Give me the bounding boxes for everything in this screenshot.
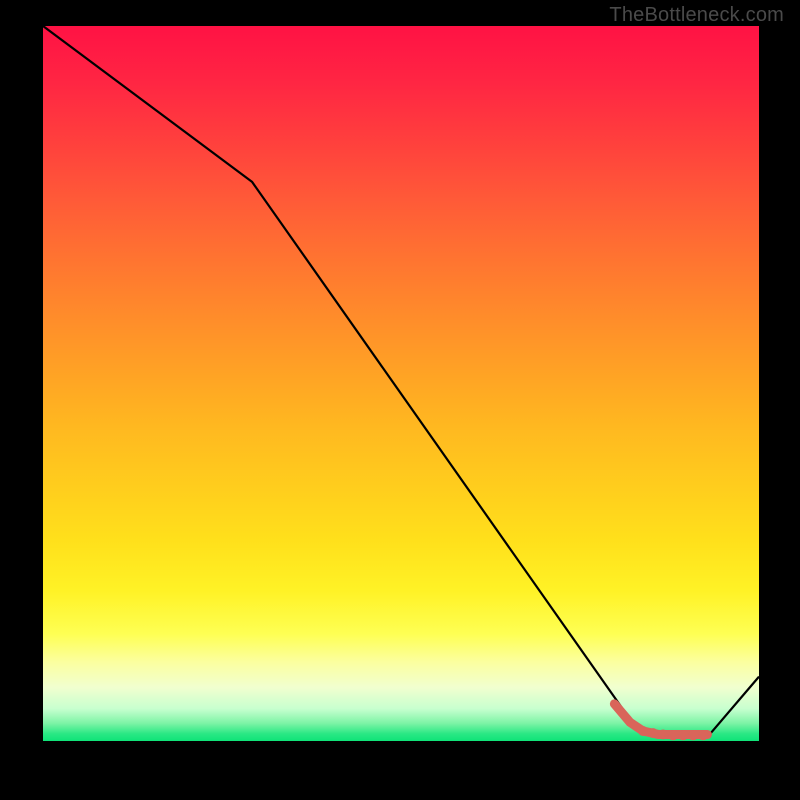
highlight-dot [668,730,678,740]
watermark-text: TheBottleneck.com [609,4,784,27]
highlight-dot [648,728,658,738]
highlight-dot [638,726,648,736]
highlight-dot [698,730,708,740]
chart-svg [43,26,759,741]
curve-line [43,26,759,735]
highlight-dot [688,730,698,740]
highlight-line [614,704,707,735]
plot-area [43,26,759,741]
highlight-dot [678,730,688,740]
highlight-dot [658,730,668,740]
